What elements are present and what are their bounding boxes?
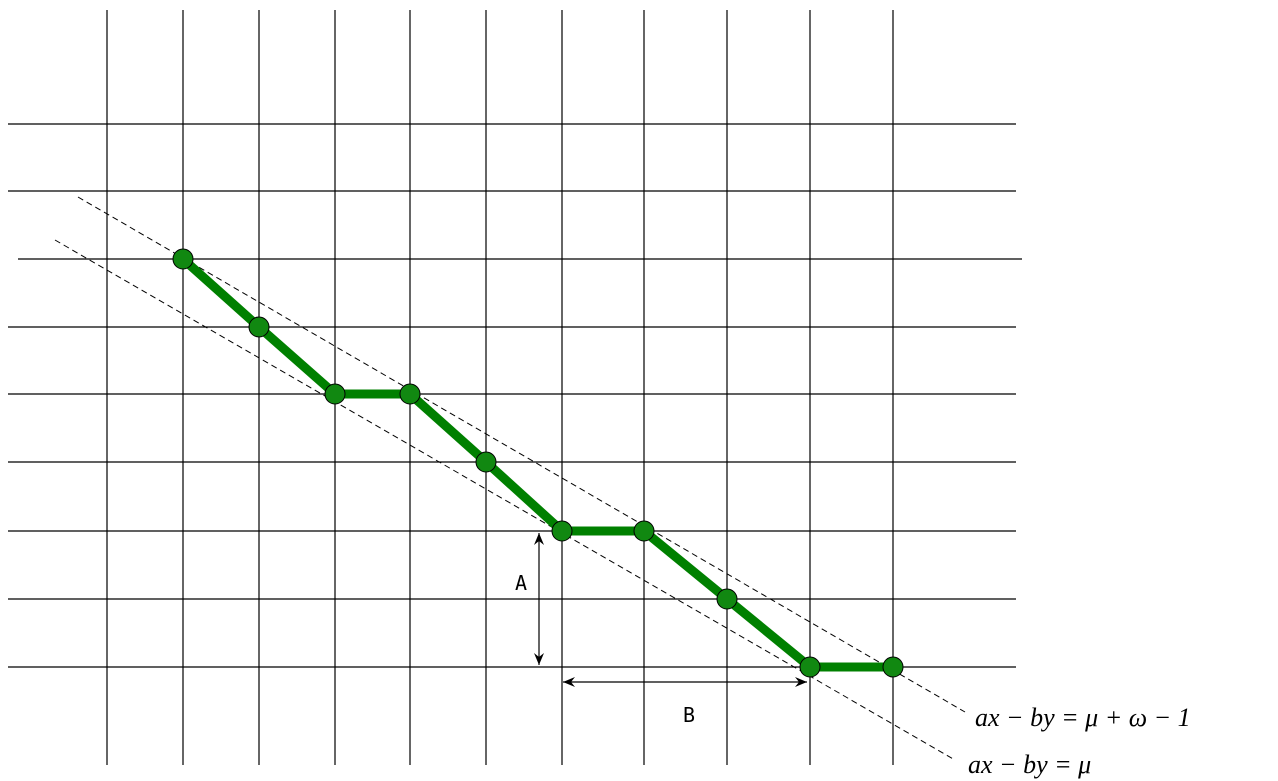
lower-bound-line xyxy=(54,239,956,761)
upper-equation: ax − by = μ + ω − 1 xyxy=(975,703,1191,732)
label-a: A xyxy=(515,571,527,595)
grid xyxy=(8,10,1022,765)
digital-line xyxy=(179,255,893,672)
lower-equation: ax − by = μ xyxy=(968,750,1091,779)
points xyxy=(172,248,904,678)
upper-bound-line xyxy=(77,196,966,713)
label-b: B xyxy=(683,703,695,727)
